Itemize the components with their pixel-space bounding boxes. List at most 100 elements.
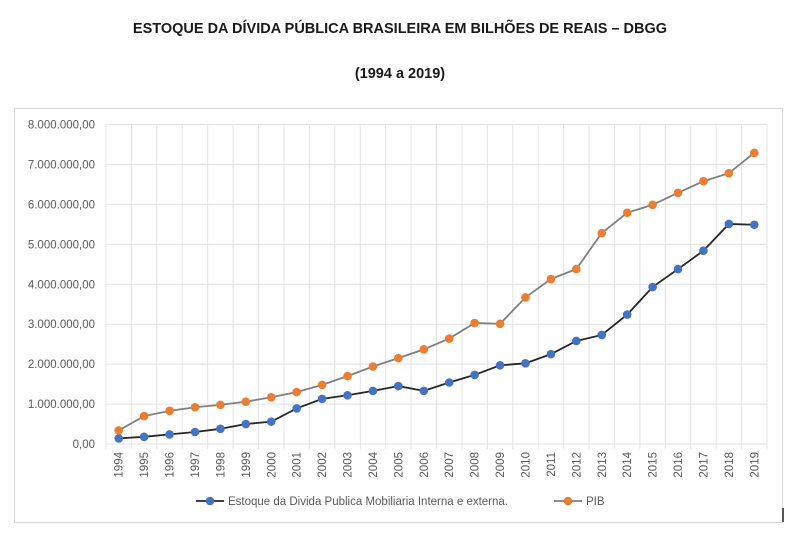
chart-title: ESTOQUE DA DÍVIDA PÚBLICA BRASILEIRA EM … — [132, 21, 668, 37]
x-tick-label: 2005 — [393, 452, 405, 478]
x-tick-label: 2008 — [470, 452, 482, 478]
data-point-pib-1996 — [165, 406, 174, 416]
data-point-divida-2017 — [699, 246, 708, 256]
data-point-divida-2018 — [724, 219, 734, 229]
y-tick-label: 4.000.000,00 — [28, 279, 95, 291]
data-point-pib-2012 — [572, 264, 581, 274]
data-point-pib-2013 — [597, 228, 607, 238]
x-tick-label: 2019 — [749, 452, 761, 478]
data-point-pib-2009 — [495, 319, 505, 329]
data-point-divida-2002 — [317, 394, 327, 404]
data-point-divida-2000 — [266, 417, 276, 426]
series-markers — [114, 148, 759, 443]
data-point-divida-2016 — [673, 264, 683, 274]
data-point-divida-2014 — [622, 310, 632, 319]
x-tick-label: 2017 — [698, 452, 710, 478]
data-point-divida-1994 — [114, 434, 124, 443]
x-tick-label: 1995 — [139, 452, 151, 478]
x-tick-label: 1996 — [165, 452, 177, 478]
data-point-divida-2006 — [419, 386, 429, 396]
y-tick-label: 0,00 — [73, 439, 95, 451]
data-point-pib-1998 — [216, 400, 225, 410]
x-tick-label: 2001 — [292, 452, 304, 478]
data-point-divida-2008 — [470, 370, 479, 380]
x-tick-label: 2018 — [724, 452, 736, 478]
legend-label: PIB — [586, 496, 605, 508]
data-point-divida-2004 — [368, 386, 378, 396]
chart-frame — [14, 108, 783, 523]
x-tick-label: 2000 — [266, 452, 278, 478]
data-point-divida-2009 — [495, 361, 505, 370]
x-tick-label: 2013 — [597, 452, 609, 478]
data-point-pib-1995 — [139, 411, 149, 421]
data-point-pib-2017 — [699, 176, 708, 186]
legend-item-divida: Estoque da Divida Publica Mobiliaria Int… — [196, 496, 508, 508]
data-point-pib-1999 — [241, 397, 251, 406]
x-tick-label: 2003 — [343, 452, 355, 478]
x-tick-label: 2006 — [419, 452, 431, 478]
x-tick-label: 1999 — [241, 452, 253, 478]
y-tick-label: 1.000.000,00 — [28, 399, 95, 411]
data-point-divida-2010 — [521, 359, 530, 368]
data-point-pib-2011 — [546, 274, 556, 284]
y-tick-label: 3.000.000,00 — [28, 319, 95, 331]
x-tick-label: 2016 — [673, 452, 685, 478]
x-tick-label: 2012 — [571, 452, 583, 478]
data-point-pib-2015 — [648, 200, 657, 210]
x-axis-ticks: 1994 1995 1996 1997 1998 1999 2000 2001 2002 2003… — [114, 451, 762, 477]
data-point-divida-2005 — [394, 381, 403, 391]
legend-item-pib: PIB — [554, 496, 605, 508]
x-tick-label: 1994 — [114, 451, 126, 477]
data-point-pib-2010 — [521, 293, 530, 302]
data-point-pib-2014 — [622, 208, 632, 218]
x-tick-label: 2007 — [444, 452, 456, 478]
data-point-divida-2015 — [648, 282, 657, 292]
legend-marker — [563, 496, 573, 506]
edge-mark — [782, 508, 784, 522]
legend-marker — [205, 496, 215, 506]
data-point-pib-2001 — [292, 387, 301, 397]
data-point-pib-1994 — [114, 426, 124, 435]
data-point-divida-2007 — [444, 378, 454, 387]
x-tick-label: 1998 — [215, 452, 227, 478]
data-point-pib-2007 — [444, 334, 454, 343]
y-tick-label: 7.000.000,00 — [28, 159, 95, 171]
data-point-pib-1997 — [190, 402, 200, 412]
data-point-pib-2000 — [266, 392, 276, 402]
x-tick-label: 2009 — [495, 452, 507, 478]
data-point-divida-2011 — [546, 349, 556, 359]
y-axis-ticks: 0,00 1.000.000,00 2.000.000,00 3.000.000,00… — [28, 120, 95, 452]
x-tick-label: 2004 — [368, 451, 380, 477]
data-point-divida-2019 — [749, 220, 759, 230]
data-point-divida-1995 — [139, 432, 149, 442]
data-point-pib-2006 — [419, 345, 429, 354]
legend: Estoque da Divida Publica Mobiliaria Int… — [196, 496, 605, 508]
data-point-divida-2003 — [343, 390, 352, 400]
data-point-pib-2002 — [317, 380, 327, 390]
x-tick-label: 2010 — [520, 452, 532, 478]
data-point-pib-2005 — [394, 353, 403, 363]
data-point-divida-1998 — [216, 424, 225, 434]
x-tick-label: 1997 — [190, 452, 202, 478]
legend-label: Estoque da Divida Publica Mobiliaria Int… — [228, 496, 508, 508]
y-tick-label: 5.000.000,00 — [28, 239, 95, 251]
y-tick-label: 6.000.000,00 — [28, 199, 95, 211]
data-point-divida-1996 — [165, 430, 174, 439]
data-point-divida-2001 — [292, 404, 301, 413]
data-point-divida-2013 — [597, 330, 607, 340]
data-point-pib-2019 — [749, 148, 759, 158]
chart-subtitle: (1994 a 2019) — [354, 66, 446, 82]
x-tick-label: 2015 — [648, 452, 660, 478]
data-point-pib-2004 — [368, 362, 378, 371]
data-point-divida-1997 — [190, 427, 200, 437]
data-point-pib-2018 — [724, 168, 734, 178]
x-tick-label: 2002 — [317, 452, 329, 478]
grid — [105, 124, 768, 449]
x-tick-label: 2014 — [622, 451, 634, 477]
series-line-divida — [118, 223, 755, 440]
data-point-pib-2016 — [673, 188, 683, 198]
data-point-pib-2008 — [470, 318, 479, 328]
x-tick-label: 2011 — [546, 452, 558, 477]
data-point-pib-2003 — [343, 371, 352, 381]
y-tick-label: 8.000.000,00 — [28, 120, 95, 132]
